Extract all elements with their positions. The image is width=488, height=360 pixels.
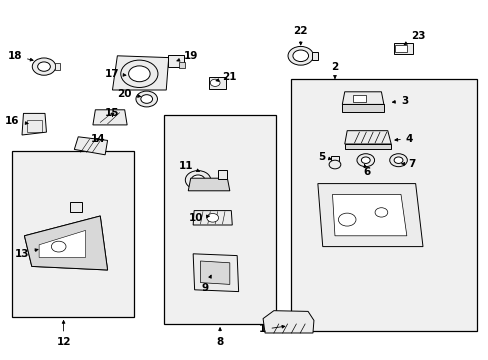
Text: 12: 12 bbox=[56, 320, 71, 347]
Polygon shape bbox=[193, 254, 238, 292]
Text: 3: 3 bbox=[392, 96, 407, 106]
Polygon shape bbox=[263, 311, 313, 333]
Circle shape bbox=[374, 208, 387, 217]
Polygon shape bbox=[193, 211, 232, 225]
Text: 8: 8 bbox=[216, 328, 223, 347]
Polygon shape bbox=[22, 113, 46, 135]
Text: 20: 20 bbox=[117, 89, 141, 99]
Polygon shape bbox=[332, 194, 406, 236]
Text: 19: 19 bbox=[177, 51, 197, 61]
Polygon shape bbox=[342, 92, 383, 104]
Polygon shape bbox=[344, 144, 390, 149]
Text: 21: 21 bbox=[216, 72, 237, 82]
Text: 7: 7 bbox=[401, 159, 415, 169]
Bar bbox=[27, 120, 41, 132]
Text: 17: 17 bbox=[105, 69, 126, 79]
Text: 5: 5 bbox=[317, 152, 331, 162]
Bar bbox=[393, 43, 412, 54]
Polygon shape bbox=[93, 110, 127, 125]
Text: 1: 1 bbox=[259, 324, 284, 334]
Bar bbox=[168, 55, 183, 67]
Text: 10: 10 bbox=[188, 213, 209, 223]
Text: 13: 13 bbox=[15, 249, 38, 259]
Circle shape bbox=[292, 50, 308, 62]
Bar bbox=[208, 77, 226, 89]
Circle shape bbox=[136, 91, 157, 107]
Text: 4: 4 bbox=[394, 134, 412, 144]
Text: 9: 9 bbox=[202, 275, 211, 293]
Polygon shape bbox=[74, 137, 107, 155]
Polygon shape bbox=[24, 216, 107, 270]
Circle shape bbox=[206, 213, 218, 222]
Bar bbox=[217, 170, 227, 179]
Text: 14: 14 bbox=[90, 134, 105, 144]
Text: 2: 2 bbox=[331, 62, 338, 78]
Circle shape bbox=[191, 175, 204, 185]
Text: 23: 23 bbox=[404, 31, 425, 45]
Circle shape bbox=[32, 58, 56, 75]
Bar bbox=[12, 151, 134, 317]
Circle shape bbox=[51, 241, 66, 252]
Bar bbox=[69, 202, 81, 212]
Bar bbox=[290, 79, 476, 331]
Circle shape bbox=[389, 154, 407, 167]
Polygon shape bbox=[24, 216, 107, 270]
Text: 6: 6 bbox=[363, 165, 369, 177]
Polygon shape bbox=[317, 184, 422, 247]
Circle shape bbox=[128, 66, 150, 82]
Text: 11: 11 bbox=[178, 161, 199, 172]
Circle shape bbox=[185, 171, 210, 189]
Bar bbox=[312, 52, 318, 60]
Bar bbox=[179, 62, 184, 68]
Text: 22: 22 bbox=[293, 26, 307, 45]
Circle shape bbox=[393, 157, 402, 163]
Circle shape bbox=[141, 95, 152, 103]
Polygon shape bbox=[188, 178, 229, 191]
Polygon shape bbox=[344, 131, 390, 144]
Bar bbox=[330, 156, 339, 166]
Text: 18: 18 bbox=[7, 51, 33, 61]
Circle shape bbox=[121, 60, 158, 87]
Circle shape bbox=[210, 79, 220, 86]
Circle shape bbox=[361, 157, 369, 163]
Text: 16: 16 bbox=[5, 116, 28, 126]
Circle shape bbox=[287, 46, 313, 65]
Polygon shape bbox=[112, 56, 168, 90]
Bar bbox=[352, 95, 365, 102]
Polygon shape bbox=[200, 261, 229, 284]
Circle shape bbox=[128, 66, 150, 82]
Circle shape bbox=[38, 62, 50, 71]
Bar bbox=[55, 63, 60, 70]
Bar bbox=[394, 45, 406, 52]
Circle shape bbox=[338, 213, 355, 226]
Text: 15: 15 bbox=[105, 108, 120, 118]
Bar bbox=[163, 115, 276, 324]
Polygon shape bbox=[342, 104, 383, 112]
Polygon shape bbox=[39, 230, 85, 257]
Circle shape bbox=[356, 154, 374, 167]
Circle shape bbox=[328, 160, 340, 169]
